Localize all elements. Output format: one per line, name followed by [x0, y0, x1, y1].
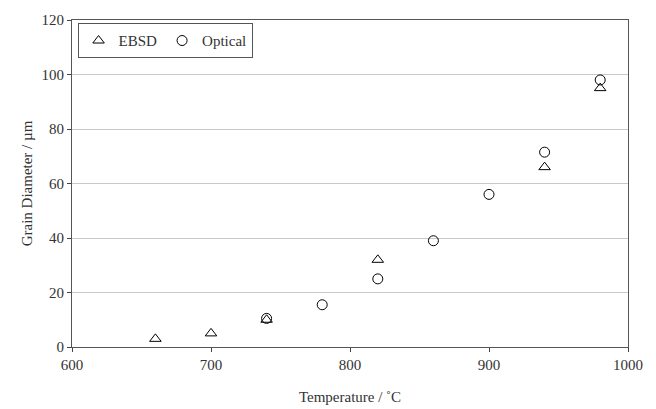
svg-text:120: 120 [42, 12, 65, 28]
svg-text:1000: 1000 [613, 357, 643, 373]
svg-text:100: 100 [42, 67, 65, 83]
svg-text:Optical: Optical [202, 33, 246, 49]
svg-text:EBSD: EBSD [119, 33, 158, 49]
svg-text:60: 60 [49, 176, 64, 192]
svg-text:800: 800 [339, 357, 362, 373]
svg-text:Temperature / ˚C: Temperature / ˚C [299, 389, 401, 405]
svg-text:40: 40 [49, 230, 64, 246]
svg-text:600: 600 [61, 357, 84, 373]
svg-text:900: 900 [478, 357, 501, 373]
svg-text:0: 0 [57, 339, 65, 355]
svg-text:20: 20 [49, 285, 64, 301]
svg-text:Grain Diameter / µm: Grain Diameter / µm [19, 120, 35, 246]
svg-text:700: 700 [200, 357, 223, 373]
svg-text:80: 80 [49, 121, 64, 137]
